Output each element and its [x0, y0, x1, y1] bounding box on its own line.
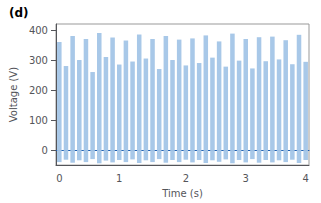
svg-text:100: 100	[29, 115, 48, 126]
svg-text:(d): (d)	[9, 6, 29, 20]
svg-text:300: 300	[29, 55, 48, 66]
svg-text:3: 3	[243, 173, 249, 184]
svg-text:2: 2	[183, 173, 189, 184]
svg-text:1: 1	[116, 173, 122, 184]
svg-text:200: 200	[29, 85, 48, 96]
svg-text:0: 0	[56, 173, 62, 184]
svg-text:0: 0	[42, 145, 48, 156]
svg-text:4: 4	[302, 173, 308, 184]
svg-text:400: 400	[29, 25, 48, 36]
svg-text:Voltage (V): Voltage (V)	[8, 67, 19, 122]
svg-text:Time (s): Time (s)	[161, 188, 203, 199]
